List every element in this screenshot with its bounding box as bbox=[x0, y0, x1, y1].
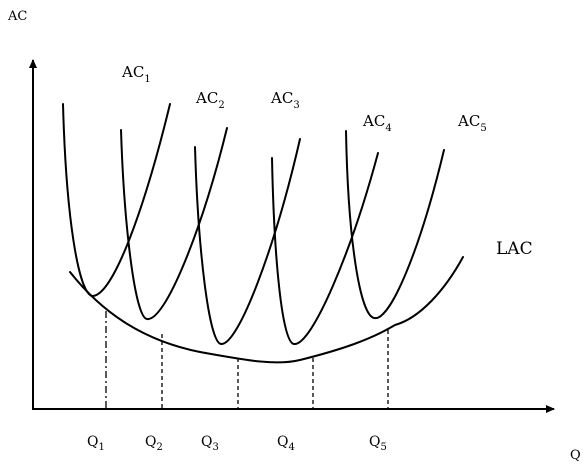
lac-label: LAC bbox=[496, 239, 533, 259]
ac5-label: AC5 bbox=[457, 112, 487, 134]
ac2-curve bbox=[120, 127, 228, 320]
q5-label: Q5 bbox=[369, 434, 387, 453]
y-axis-title: AC bbox=[7, 9, 27, 24]
ac3-curve bbox=[194, 138, 301, 345]
ac3-label: AC3 bbox=[270, 89, 300, 111]
ac4-curve bbox=[271, 152, 379, 346]
lac-curve bbox=[69, 256, 464, 364]
q2-label: Q2 bbox=[145, 434, 163, 453]
q4-label: Q4 bbox=[277, 434, 295, 453]
ac5-curve bbox=[345, 130, 445, 320]
q1-label: Q1 bbox=[87, 434, 105, 453]
ac1-label: AC1 bbox=[121, 63, 151, 85]
q3-label: Q3 bbox=[201, 434, 219, 453]
x-axis-title: Q bbox=[570, 448, 581, 463]
ac1-curve bbox=[62, 103, 171, 298]
ac4-label: AC4 bbox=[362, 112, 392, 134]
ac2-label: AC2 bbox=[195, 89, 225, 111]
